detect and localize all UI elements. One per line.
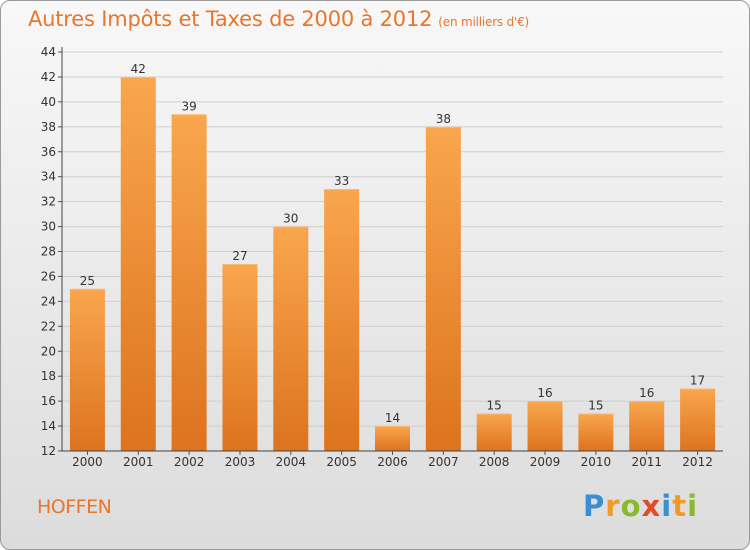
logo-letter: o bbox=[620, 489, 642, 523]
y-tick-label: 28 bbox=[41, 245, 56, 259]
x-tick-label: 2000 bbox=[72, 455, 103, 469]
bar bbox=[425, 126, 461, 451]
x-tick-label: 2003 bbox=[225, 455, 256, 469]
logo-letter: r bbox=[605, 489, 621, 523]
bar bbox=[69, 288, 105, 451]
y-tick-label: 24 bbox=[41, 294, 56, 308]
bar-value-label: 27 bbox=[232, 249, 247, 263]
x-tick-label: 2010 bbox=[581, 455, 612, 469]
y-tick-label: 12 bbox=[41, 444, 56, 458]
bar bbox=[120, 76, 156, 451]
bar-value-label: 25 bbox=[80, 274, 95, 288]
x-tick-label: 2002 bbox=[174, 455, 205, 469]
logo-letter: P bbox=[583, 489, 606, 523]
logo-letter: x bbox=[641, 489, 662, 523]
bar-value-label: 14 bbox=[385, 411, 400, 425]
y-tick-label: 44 bbox=[41, 45, 56, 59]
y-tick-label: 16 bbox=[41, 394, 56, 408]
grid-lines bbox=[62, 51, 723, 427]
bar bbox=[273, 226, 309, 451]
chart-title-text: Autres Impôts et Taxes de 2000 à 2012 bbox=[28, 7, 433, 31]
bar-value-label: 17 bbox=[690, 374, 705, 388]
y-tick-label: 40 bbox=[41, 95, 56, 109]
y-tick-label: 26 bbox=[41, 269, 56, 283]
bar bbox=[375, 426, 410, 451]
x-tick-label: 2011 bbox=[631, 455, 662, 469]
y-tick-label: 30 bbox=[41, 220, 56, 234]
y-tick-label: 38 bbox=[41, 120, 56, 134]
y-tick-label: 42 bbox=[41, 70, 56, 84]
x-tick-label: 2008 bbox=[479, 455, 510, 469]
y-tick-label: 18 bbox=[41, 369, 56, 383]
chart-subtitle: (en milliers d'€) bbox=[438, 15, 530, 29]
bar-value-label: 33 bbox=[334, 174, 349, 188]
logo-letter: i bbox=[687, 489, 699, 523]
bar-value-label: 15 bbox=[588, 399, 603, 413]
bar bbox=[578, 413, 614, 451]
x-tick-label: 2012 bbox=[682, 455, 713, 469]
x-tick-label: 2009 bbox=[530, 455, 561, 469]
bars bbox=[69, 76, 716, 451]
bar-value-label: 39 bbox=[181, 99, 196, 113]
bar-value-label: 38 bbox=[436, 112, 451, 126]
bar-value-label: 42 bbox=[131, 62, 146, 76]
bar bbox=[222, 263, 258, 451]
location-name: HOFFEN bbox=[37, 496, 112, 518]
x-tick-label: 2001 bbox=[123, 455, 154, 469]
y-tick-label: 14 bbox=[41, 419, 56, 433]
axes bbox=[58, 47, 723, 455]
bar bbox=[324, 189, 360, 451]
y-tick-label: 20 bbox=[41, 344, 56, 358]
bar-value-label: 15 bbox=[487, 399, 502, 413]
chart-title: Autres Impôts et Taxes de 2000 à 2012 (en… bbox=[28, 7, 529, 31]
bar-value-label: 30 bbox=[283, 212, 298, 226]
y-tick-label: 34 bbox=[41, 170, 56, 184]
y-tick-label: 22 bbox=[41, 319, 56, 333]
bar bbox=[527, 401, 563, 451]
proxiti-logo: Proxiti bbox=[583, 489, 698, 523]
x-tick-label: 2007 bbox=[428, 455, 459, 469]
x-tick-label: 2006 bbox=[377, 455, 408, 469]
x-tick-label: 2005 bbox=[326, 455, 357, 469]
bar bbox=[680, 388, 716, 451]
logo-letter: t bbox=[672, 489, 688, 523]
logo-letter: i bbox=[661, 489, 673, 523]
y-tick-label: 36 bbox=[41, 145, 56, 159]
bar bbox=[476, 413, 512, 451]
bar-value-label: 16 bbox=[639, 386, 654, 400]
labels: 12 14 16 18 20 22 24 26 28 30 32 34 36 38 40 42 44 25 2000… bbox=[41, 45, 713, 469]
y-tick-label: 32 bbox=[41, 195, 56, 209]
bar bbox=[629, 401, 665, 451]
bar-value-label: 16 bbox=[537, 386, 552, 400]
bar bbox=[171, 114, 207, 451]
x-tick-label: 2004 bbox=[276, 455, 307, 469]
